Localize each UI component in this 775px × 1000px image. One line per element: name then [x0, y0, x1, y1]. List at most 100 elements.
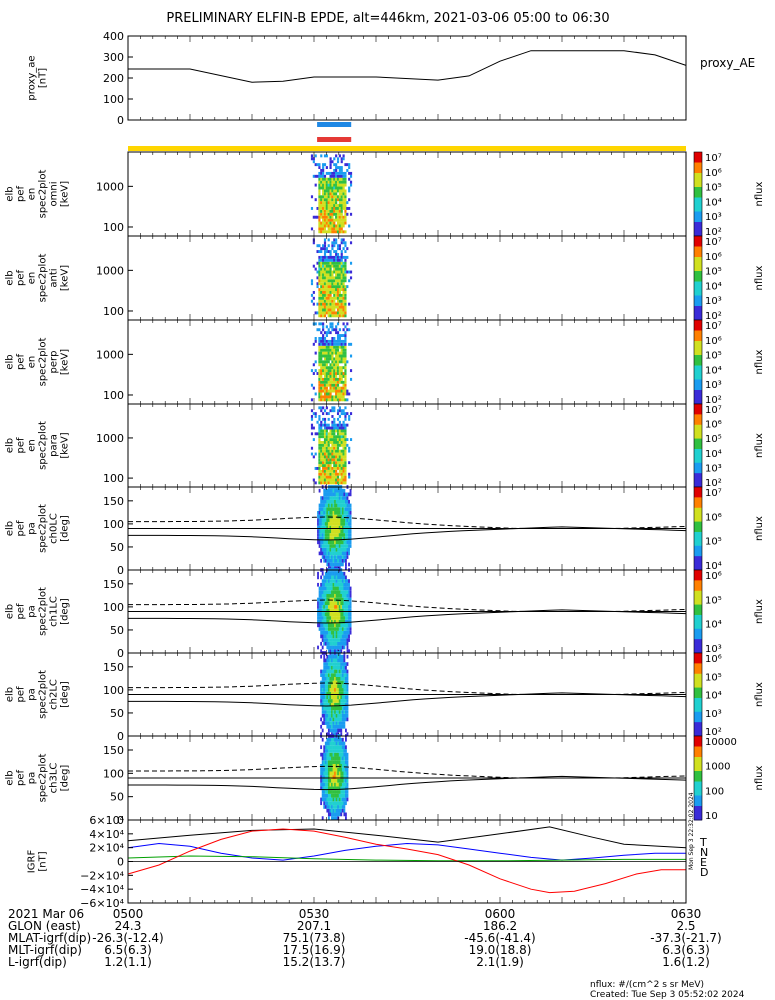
spectrogram-cell: [320, 386, 323, 390]
pitch-angle-cell: [345, 702, 347, 707]
pitch-angle-cell: [349, 616, 352, 620]
pitch-angle-cell: [335, 760, 338, 764]
spectrogram-cell: [344, 478, 347, 482]
pitch-angle-cell: [324, 658, 327, 663]
pitch-angle-cell: [318, 525, 321, 530]
spectrogram-cell: [322, 366, 325, 370]
pitch-angle-cell: [327, 507, 330, 511]
pitch-angle-cell: [332, 676, 335, 681]
pitch-angle-cell: [340, 805, 343, 809]
pitch-angle-cell: [340, 608, 343, 613]
spectrogram-cell: [331, 435, 334, 439]
spectrogram-cell: [336, 299, 340, 303]
pitch-angle-cell: [332, 812, 335, 817]
spectrogram-cell: [312, 296, 315, 300]
spectrogram-cell: [329, 314, 332, 318]
y-tick-label: 1000: [96, 180, 124, 193]
pitch-angle-cell: [348, 612, 350, 617]
pitch-angle-cell: [329, 680, 332, 685]
spectrogram-cell: [320, 230, 323, 234]
pitch-angle-cell: [332, 745, 335, 750]
spectrogram-cell: [318, 206, 321, 210]
spectrogram-cell: [344, 221, 347, 225]
pitch-angle-cell: [338, 695, 341, 700]
pitch-angle-cell: [345, 778, 347, 783]
pitch-angle-cell: [345, 630, 347, 635]
pitch-angle-cell: [348, 582, 350, 587]
pitch-angle-cell: [324, 805, 327, 809]
pitch-angle-cell: [337, 775, 340, 779]
pitch-angle-cell: [335, 641, 338, 646]
pitch-angle-cell: [327, 775, 330, 779]
spectrogram-cell: [327, 423, 330, 427]
pitch-angle-cell: [329, 797, 332, 802]
pitch-angle-cell: [321, 499, 324, 504]
spectrogram-cell: [323, 441, 327, 444]
pitch-angle-cell: [340, 582, 343, 587]
pitch-angle-cell: [327, 518, 330, 523]
spectrogram-cell: [338, 464, 341, 467]
pitch-angle-cell: [341, 695, 344, 700]
spectrogram-cell: [323, 469, 327, 473]
spectrogram-cell: [329, 189, 332, 193]
spectrogram-cell: [320, 377, 323, 381]
spectrogram-cell: [329, 446, 332, 450]
pitch-angle-cell: [326, 717, 329, 722]
spectrogram-cell: [316, 174, 319, 178]
pitch-angle-cell: [323, 518, 326, 523]
spectrogram-cell: [316, 163, 319, 167]
spectrogram-cell: [331, 241, 334, 245]
spectrogram-cell: [323, 351, 327, 355]
pitch-angle-cell: [335, 797, 338, 802]
pitch-angle-cell: [334, 586, 336, 591]
spectrogram-cell: [318, 481, 321, 485]
spectrogram-cell: [335, 154, 338, 158]
spectrogram-cell: [340, 293, 343, 297]
pitch-angle-cell: [349, 488, 352, 493]
pitch-angle-cell: [341, 551, 344, 556]
pitch-angle-cell: [326, 529, 329, 534]
pitch-angle-cell: [321, 680, 324, 685]
pitch-angle-cell: [324, 586, 327, 591]
pitch-angle-cell: [326, 662, 329, 666]
spectrogram-cell: [342, 285, 345, 289]
spectrogram-cell: [331, 481, 334, 485]
pitch-angle-cell: [334, 662, 336, 666]
pitch-angle-cell: [340, 669, 343, 674]
pitch-angle-cell: [332, 488, 335, 493]
spectrogram-cell: [340, 429, 343, 433]
spectrogram-cell: [331, 258, 334, 262]
spectrogram-cell: [333, 209, 336, 213]
pitch-angle-cell: [331, 786, 333, 791]
pitch-angle-cell: [340, 634, 343, 639]
pitch-angle-cell: [335, 593, 338, 598]
colorbar-segment: [694, 264, 702, 268]
pitch-angle-cell: [326, 496, 329, 500]
pitch-angle-cell: [329, 551, 332, 556]
pitch-angle-cell: [335, 623, 338, 628]
spectrogram-cell: [333, 409, 336, 413]
pitch-angle-cell: [323, 492, 326, 497]
spectrogram-cell: [335, 469, 338, 473]
spectrogram-cell: [318, 180, 321, 184]
spectrogram-cell: [333, 261, 336, 265]
spectrogram-cell: [342, 383, 345, 387]
spectrogram-cell: [327, 380, 330, 384]
spectrogram-cell: [325, 472, 328, 476]
spectrogram-cell: [316, 372, 319, 375]
spectrogram-cell: [320, 392, 323, 396]
spectrogram-cell: [323, 285, 327, 289]
pitch-angle-cell: [331, 641, 333, 646]
spectrogram-cell: [327, 177, 330, 181]
pitch-angle-cell: [334, 566, 336, 570]
pitch-angle-cell: [317, 645, 319, 650]
spectrogram-cell: [344, 279, 347, 283]
spectrogram-cell: [342, 177, 345, 181]
y-axis-label-line: [keV]: [60, 265, 71, 291]
pitch-angle-cell: [334, 540, 336, 545]
spectrogram-cell: [333, 455, 336, 459]
pitch-angle-cell: [324, 638, 327, 642]
pitch-angle-cell: [340, 732, 343, 736]
spectrogram-cell: [336, 377, 340, 381]
spectrogram-cell: [323, 395, 327, 399]
